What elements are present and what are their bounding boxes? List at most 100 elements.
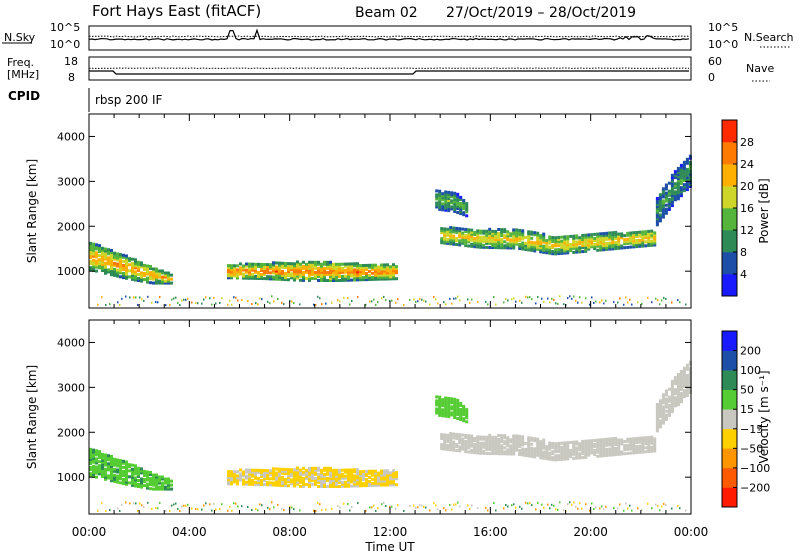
velocity-cell [596, 455, 599, 458]
power-cell [450, 199, 453, 202]
power-cell [435, 189, 438, 192]
velocity-cell [371, 470, 374, 473]
power-noise-cell [515, 301, 517, 303]
velocity-cell [236, 470, 239, 473]
velocity-cell [509, 444, 512, 447]
velocity-cell [338, 469, 341, 472]
velocity-noise-cell [237, 506, 239, 508]
power-cell [290, 262, 293, 265]
power-cell [308, 261, 311, 264]
power-cell [539, 234, 542, 237]
power-cell [353, 262, 356, 265]
velocity-cell [134, 464, 137, 467]
velocity-cell [479, 442, 482, 445]
velocity-cell [521, 448, 524, 451]
power-cell [680, 186, 683, 189]
power-cell [668, 182, 671, 185]
velocity-cell [638, 445, 641, 448]
velocity-cell [482, 436, 485, 439]
velocity-noise-cell [395, 508, 397, 510]
velocity-cell [656, 403, 659, 406]
velocity-noise-cell [599, 507, 601, 509]
velocity-cell [465, 420, 468, 423]
power-cell [605, 242, 608, 245]
velocity-cell [503, 440, 506, 443]
freq-trace [89, 71, 689, 74]
power-noise-cell [601, 299, 603, 301]
power-noise-cell [573, 296, 575, 298]
power-noise-cell [173, 298, 175, 300]
power-cell [482, 230, 485, 233]
velocity-cell [593, 449, 596, 452]
power-cell [284, 262, 287, 265]
velocity-cell [536, 438, 539, 441]
velocity-noise-cell [493, 502, 495, 504]
power-cell [236, 268, 239, 271]
velocity-noise-cell [443, 507, 445, 509]
velocity-cell [125, 461, 128, 464]
velocity-cell [590, 439, 593, 442]
velocity-cell [251, 469, 254, 472]
velocity-cell [149, 477, 152, 480]
power-cell [113, 268, 116, 271]
power-cell [122, 272, 125, 275]
power-noise-cell [261, 298, 263, 300]
velocity-cell [659, 419, 662, 422]
power-noise-cell [651, 301, 653, 303]
velocity-cell [668, 388, 671, 391]
power-cell [506, 230, 509, 233]
velocity-cell [569, 449, 572, 452]
velocity-cell [392, 469, 395, 472]
power-cell [554, 236, 557, 239]
velocity-noise-cell [521, 508, 523, 510]
power-cell [491, 230, 494, 233]
power-cell [149, 271, 152, 274]
power-cell [596, 249, 599, 252]
power-noise-cell [503, 301, 505, 303]
velocity-cell [269, 481, 272, 484]
power-cell [269, 271, 272, 274]
power-cell [449, 226, 452, 229]
velocity-noise-cell [485, 507, 487, 509]
power-cbar-swatch [722, 186, 737, 208]
power-cell [572, 235, 575, 238]
power-cell [632, 231, 635, 234]
velocity-data [89, 361, 692, 512]
velocity-noise-cell [519, 506, 521, 508]
velocity-cell [329, 467, 332, 470]
velocity-noise-cell [409, 505, 411, 507]
velocity-noise-cell [171, 505, 173, 507]
power-cell [305, 277, 308, 280]
power-cell [356, 262, 359, 265]
power-cell [254, 263, 257, 266]
power-cell [320, 263, 323, 266]
velocity-cell [122, 478, 125, 481]
power-cell [485, 230, 488, 233]
power-cell [536, 232, 539, 235]
power-cell [290, 272, 293, 275]
velocity-cell [386, 469, 389, 472]
power-cell [101, 247, 104, 250]
power-cell [455, 227, 458, 230]
velocity-cell [435, 399, 438, 402]
velocity-cell [524, 448, 527, 451]
power-noise-cell [685, 304, 687, 306]
velocity-cell [287, 468, 290, 471]
power-cell [461, 232, 464, 235]
power-cell [677, 167, 680, 170]
velocity-cell [269, 469, 272, 472]
velocity-noise-cell [373, 505, 375, 507]
power-noise-cell [443, 301, 445, 303]
power-cell [521, 242, 524, 245]
velocity-noise-cell [267, 507, 269, 509]
power-noise-cell [529, 296, 531, 298]
velocity-cell [458, 445, 461, 448]
velocity-noise-cell [567, 503, 569, 505]
velocity-cell [611, 437, 614, 440]
power-cell [461, 228, 464, 231]
velocity-noise-cell [661, 505, 663, 507]
power-noise-cell [571, 298, 573, 300]
velocity-cell [650, 436, 653, 439]
power-noise-cell [663, 297, 665, 299]
